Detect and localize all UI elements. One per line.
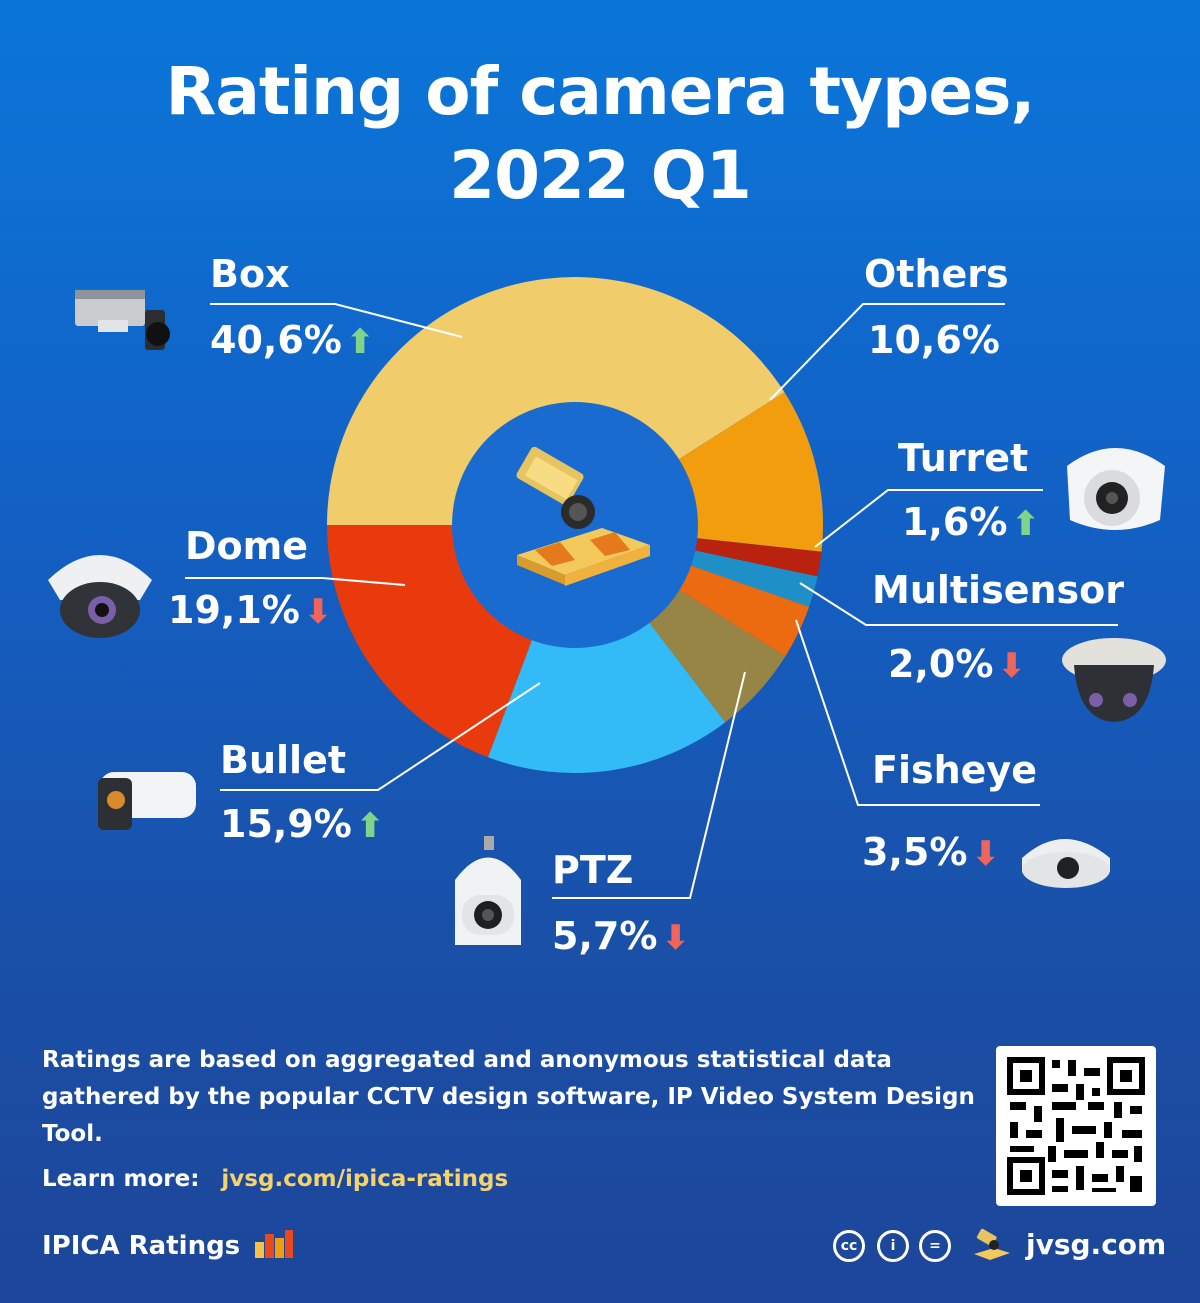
title-line-2: 2022 Q1 <box>449 137 752 214</box>
bullet-camera-icon <box>98 772 196 830</box>
label-others: Others <box>864 252 1009 296</box>
leader-fisheye <box>795 619 1040 806</box>
learn-more-link[interactable]: jvsg.com/ipica-ratings <box>221 1166 509 1192</box>
slice-bullet <box>487 525 726 773</box>
arrow-down-icon: ⬇ <box>971 834 1000 874</box>
qr-code-icon <box>996 1046 1156 1206</box>
jvsg-logo-icon <box>974 1228 1010 1260</box>
leader-dome <box>185 577 406 586</box>
site-name[interactable]: jvsg.com <box>1026 1228 1167 1261</box>
arrow-down-icon: ⬇ <box>997 646 1026 686</box>
center-camera-icon <box>516 446 650 586</box>
leader-turret <box>814 489 1043 548</box>
ptz-camera-icon <box>455 836 521 945</box>
value-ptz: 5,7% ⬇ <box>552 914 690 958</box>
arrow-up-icon: ⬆ <box>355 806 385 846</box>
leader-others <box>769 303 1005 401</box>
label-multisensor: Multisensor <box>872 568 1124 612</box>
label-dome: Dome <box>185 524 309 568</box>
value-dome: 19,1% ⬇ <box>168 588 333 632</box>
arrow-up-icon: ⬆ <box>1011 504 1040 544</box>
value-bullet: 15,9% ⬆ <box>220 802 385 846</box>
footer-description: Ratings are based on aggregated and anon… <box>42 1047 975 1147</box>
fisheye-camera-icon <box>1022 839 1110 888</box>
value-box: 40,6% ⬆ <box>210 318 375 362</box>
leader-ptz <box>552 671 746 899</box>
turret-camera-icon <box>1067 448 1165 530</box>
bar-chart-logo-icon <box>255 1230 294 1258</box>
label-turret: Turret <box>898 436 1029 480</box>
arrow-down-icon: ⬇ <box>303 592 333 632</box>
leader-box <box>210 303 463 338</box>
box-camera-icon <box>75 290 170 350</box>
label-bullet: Bullet <box>220 738 347 782</box>
leader-bullet <box>220 682 541 791</box>
multisensor-camera-icon <box>1062 638 1166 722</box>
dome-camera-icon <box>48 555 152 638</box>
value-turret: 1,6% ⬆ <box>902 500 1040 544</box>
title-line-1: Rating of camera types, <box>165 53 1036 130</box>
creative-commons-icon: cc <box>833 1230 865 1262</box>
chart-title: Rating of camera types, 2022 Q1 <box>0 50 1200 218</box>
label-box: Box <box>210 252 290 296</box>
label-ptz: PTZ <box>552 848 634 892</box>
value-others: 10,6% <box>868 318 1000 362</box>
value-multisensor: 2,0% ⬇ <box>888 642 1026 686</box>
brand-name: IPICA Ratings <box>42 1231 241 1261</box>
brand: IPICA Ratings <box>42 1228 294 1261</box>
learn-more: Learn more: jvsg.com/ipica-ratings <box>42 1166 508 1192</box>
arrow-down-icon: ⬇ <box>661 918 690 958</box>
no-derivatives-icon: = <box>919 1230 951 1262</box>
attribution-icon: i <box>877 1230 909 1262</box>
learn-more-label: Learn more: <box>42 1166 200 1192</box>
arrow-up-icon: ⬆ <box>345 322 375 362</box>
value-fisheye: 3,5% ⬇ <box>862 830 1000 874</box>
label-fisheye: Fisheye <box>872 748 1037 792</box>
leader-multisensor <box>799 582 1118 626</box>
